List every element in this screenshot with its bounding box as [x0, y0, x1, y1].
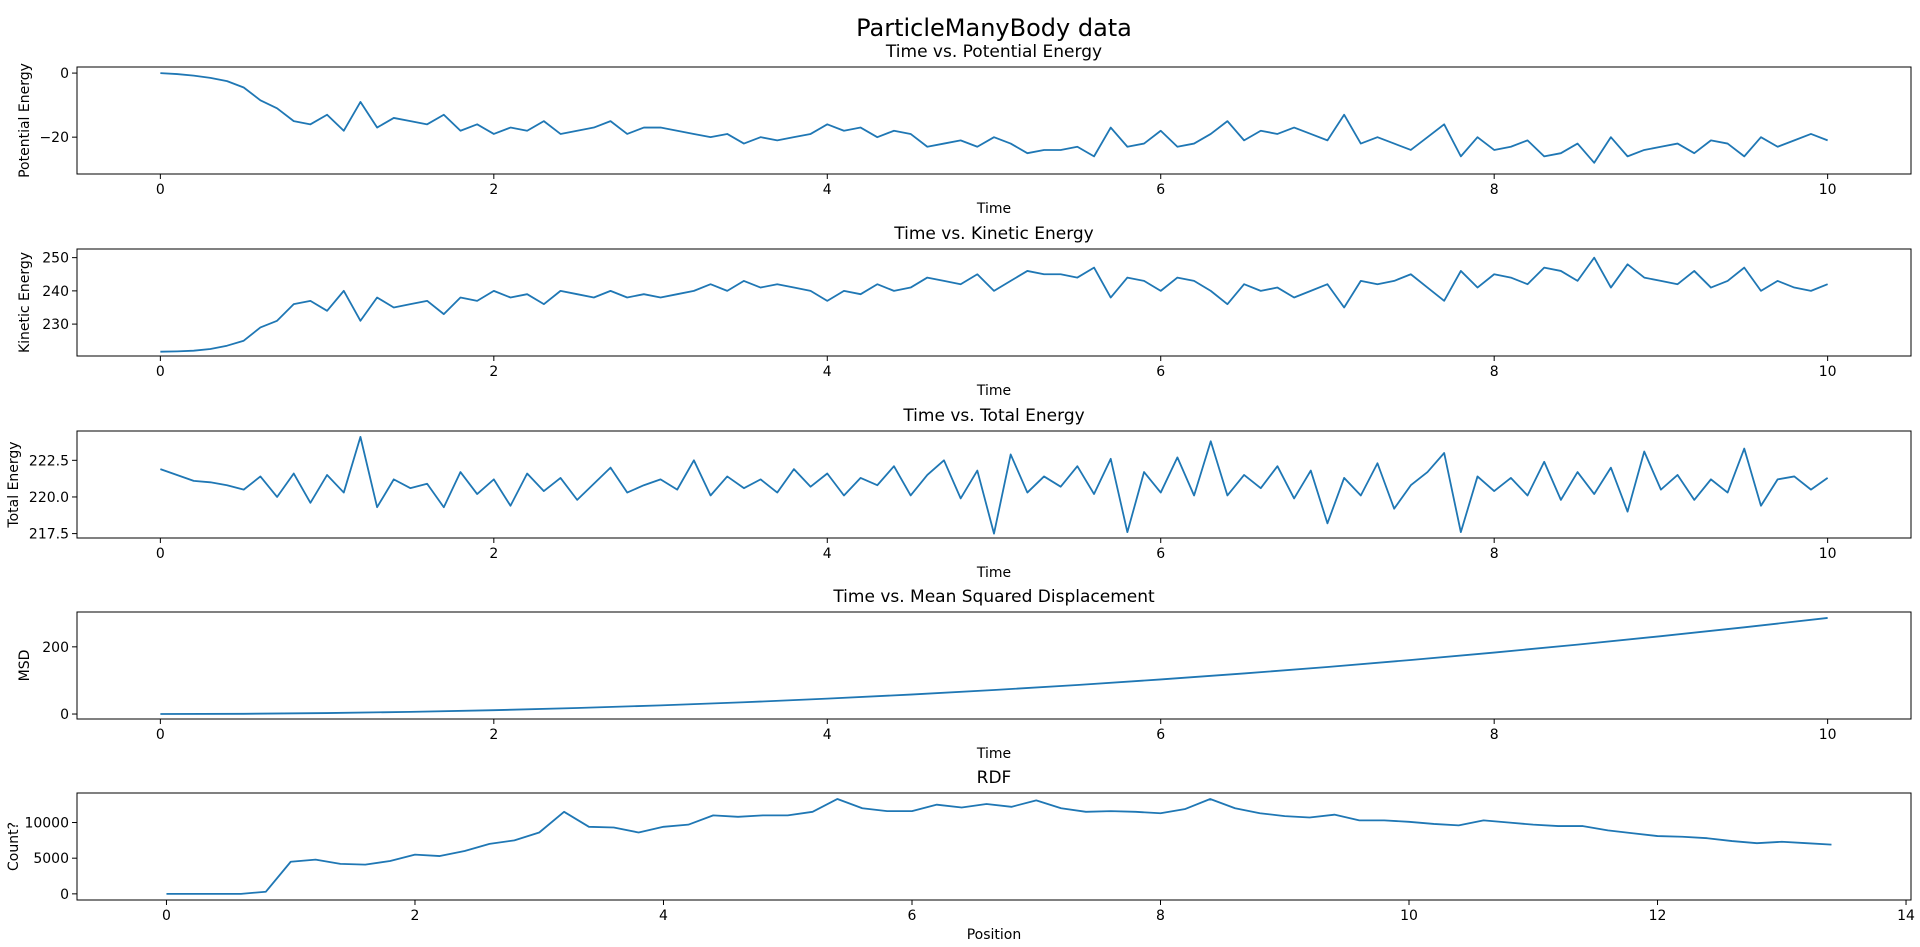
figure-title: ParticleManyBody data: [856, 14, 1132, 42]
x-tick-label: 2: [489, 546, 498, 562]
x-tick-label: 4: [823, 546, 832, 562]
x-tick-label: 2: [489, 364, 498, 380]
y-tick-label: 240: [42, 284, 69, 300]
x-tick-label: 4: [823, 364, 832, 380]
x-tick-label: 8: [1490, 182, 1499, 198]
x-tick-label: 2: [489, 727, 498, 743]
data-line: [166, 798, 1832, 895]
plot-frame: [76, 792, 1912, 901]
y-tick-label: 0: [60, 887, 69, 903]
y-tick-label: 217.5: [29, 527, 69, 543]
y-axis-label: Potential Energy: [17, 63, 33, 178]
y-tick-label: 220.0: [29, 490, 69, 506]
x-tick-label: 10: [1819, 727, 1837, 743]
x-tick-label: 4: [823, 727, 832, 743]
subplot-title: Time vs. Potential Energy: [885, 42, 1102, 62]
y-tick-label: 0: [60, 707, 69, 723]
plot-frame: [76, 611, 1912, 720]
x-tick-label: 4: [659, 908, 668, 924]
x-axis-label: Time: [976, 746, 1011, 762]
data-line: [160, 72, 1828, 164]
y-tick-label: 200: [42, 640, 69, 656]
x-tick-label: 10: [1819, 364, 1837, 380]
x-tick-label: 0: [156, 182, 165, 198]
y-axis-label: MSD: [17, 650, 33, 682]
x-tick-label: 0: [156, 364, 165, 380]
y-tick-label: 250: [42, 251, 69, 267]
x-tick-label: 10: [1400, 908, 1418, 924]
x-tick-label: 10: [1819, 546, 1837, 562]
subplot-title: Time vs. Total Energy: [902, 406, 1084, 426]
plot-frame: [76, 66, 1912, 175]
x-tick-label: 0: [156, 546, 165, 562]
x-tick-label: 4: [823, 182, 832, 198]
x-tick-label: 6: [1156, 727, 1165, 743]
x-tick-label: 12: [1649, 908, 1667, 924]
x-tick-label: 6: [1156, 364, 1165, 380]
x-tick-label: 0: [162, 908, 171, 924]
subplot-title: Time vs. Kinetic Energy: [893, 224, 1094, 244]
x-axis-label: Position: [967, 927, 1022, 943]
x-tick-label: 14: [1897, 908, 1915, 924]
subplot-title: RDF: [977, 768, 1012, 788]
x-tick-label: 6: [1156, 182, 1165, 198]
plot-frame: [76, 430, 1912, 539]
data-line: [160, 256, 1828, 353]
x-tick-label: 8: [1490, 364, 1499, 380]
plot-frame: [76, 248, 1912, 357]
x-tick-label: 6: [1156, 546, 1165, 562]
y-axis-label: Count?: [6, 822, 22, 871]
x-tick-label: 8: [1156, 908, 1165, 924]
x-axis-label: Time: [976, 383, 1011, 399]
y-tick-label: −20: [39, 130, 69, 146]
y-axis-label: Total Energy: [6, 441, 22, 528]
x-tick-label: 6: [908, 908, 917, 924]
y-tick-label: 222.5: [29, 453, 69, 469]
x-tick-label: 2: [489, 182, 498, 198]
y-axis-label: Kinetic Energy: [17, 252, 33, 353]
x-axis-label: Time: [976, 565, 1011, 581]
x-tick-label: 8: [1490, 727, 1499, 743]
data-line: [160, 617, 1828, 715]
x-axis-label: Time: [976, 201, 1011, 217]
y-tick-label: 5000: [33, 851, 69, 867]
y-tick-label: 230: [42, 317, 69, 333]
y-tick-label: 0: [60, 66, 69, 82]
subplot-title: Time vs. Mean Squared Displacement: [832, 587, 1155, 607]
data-line: [160, 435, 1829, 535]
x-tick-label: 2: [411, 908, 420, 924]
x-tick-label: 0: [156, 727, 165, 743]
x-tick-label: 8: [1490, 546, 1499, 562]
y-tick-label: 10000: [24, 816, 69, 832]
x-tick-label: 10: [1819, 182, 1837, 198]
